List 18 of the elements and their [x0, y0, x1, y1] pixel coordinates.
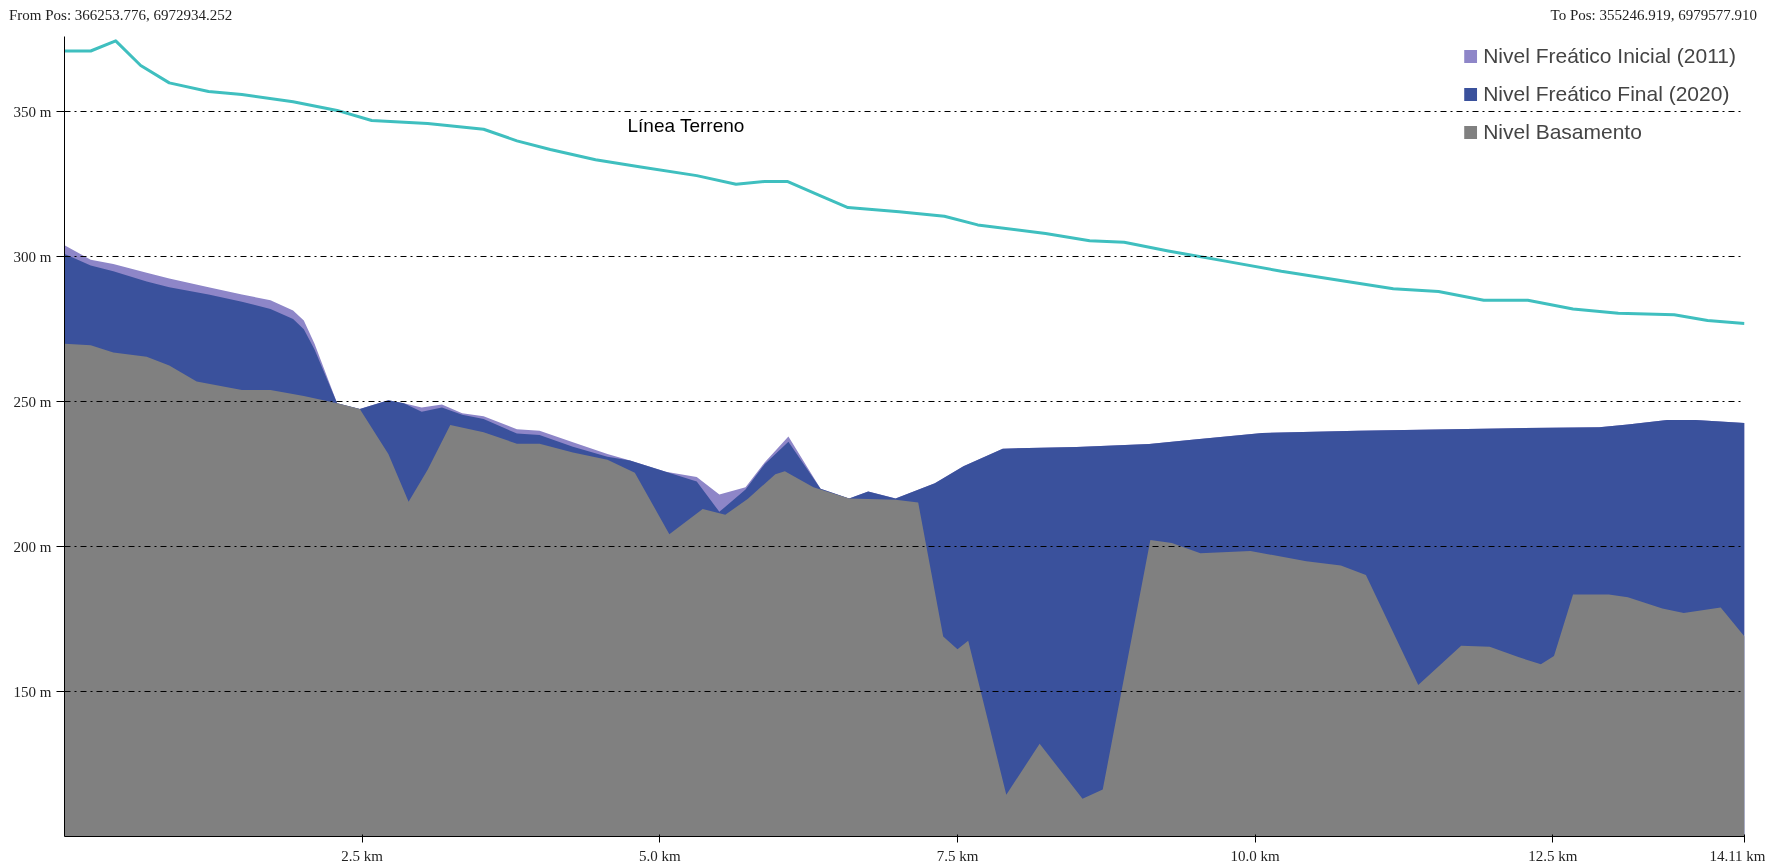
x-tick-label: 5.0 km: [638, 847, 681, 862]
text: From Pos: 366253.776, 6972934.252: [9, 6, 233, 25]
x-tick-label: 10.0 km: [1230, 847, 1281, 862]
x-tick-label: 14.11 km: [1709, 847, 1765, 862]
series-label: Línea Terreno: [627, 114, 745, 136]
legend-label: Nivel Basamento: [1483, 120, 1642, 144]
y-tick-label: 300 m: [13, 248, 52, 265]
text: To Pos: 355246.919, 6979577.910: [1550, 6, 1757, 25]
y-tick-label: 250 m: [13, 393, 52, 410]
x-tick-label: 7.5 km: [936, 847, 979, 862]
line-series: [64, 39, 1745, 325]
legend-label: Nivel Freático Inicial (2011): [1483, 44, 1736, 68]
legend-label: Nivel Freático Final (2020): [1483, 82, 1730, 106]
x-tick-label: 2.5 km: [341, 847, 384, 862]
x-tick-label: 12.5 km: [1528, 847, 1578, 862]
y-tick-label: 350 m: [13, 103, 52, 120]
y-tick-label: 150 m: [13, 683, 52, 700]
y-tick-label: 200 m: [13, 538, 52, 555]
